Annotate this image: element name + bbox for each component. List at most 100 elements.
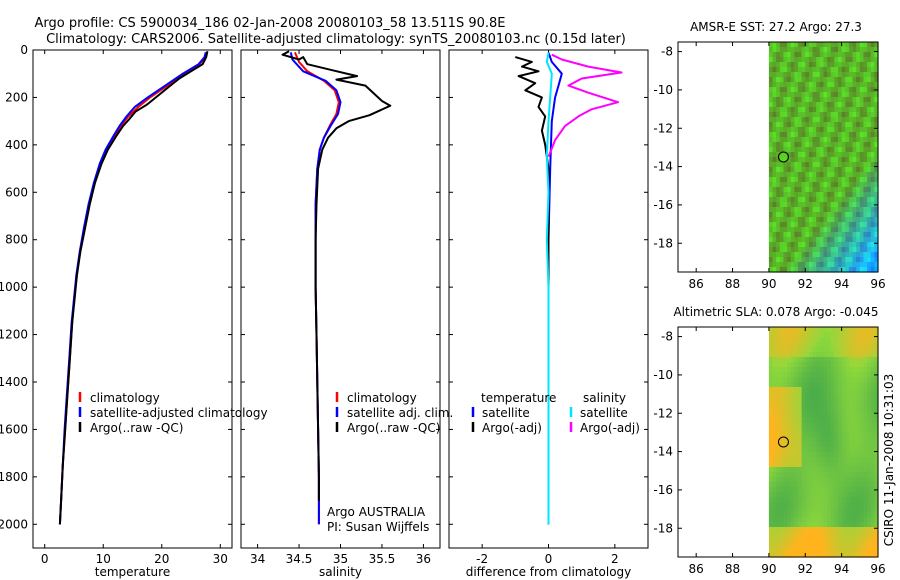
sst-map-cell	[808, 112, 814, 118]
sla-map-cell	[867, 432, 872, 438]
sst-map-cell	[830, 152, 835, 158]
sla-map-cell	[819, 552, 825, 558]
sla-map-cell	[845, 532, 850, 538]
sla-map-cell	[845, 397, 850, 403]
sst-map-cell	[790, 52, 795, 58]
sla-map-cell	[859, 392, 865, 398]
sla-map-cell	[768, 422, 774, 428]
sla-map-cell	[874, 527, 879, 533]
sst-map-cell	[874, 122, 879, 128]
sla-map-cell	[776, 387, 781, 393]
sst-map-cell	[798, 137, 803, 143]
sla-map-cell	[768, 497, 774, 503]
sla-map-cell	[801, 547, 806, 553]
sst-map-cell	[801, 152, 806, 158]
sla-map-cell	[790, 347, 795, 353]
sst-map-cell	[798, 72, 803, 78]
sst-map-cell	[816, 112, 821, 118]
sla-map-cell	[838, 327, 843, 333]
sst-map-cell	[787, 127, 792, 133]
sst-map-cell	[823, 97, 828, 103]
sst-map-cell	[856, 202, 861, 208]
sst-map-cell	[827, 142, 832, 148]
sla-map-cell	[794, 447, 799, 453]
sla-map-cell	[838, 432, 843, 438]
sst-map-cell	[805, 232, 810, 238]
sla-map-cell	[772, 542, 777, 548]
sst-map-cell	[848, 202, 854, 208]
sst-map-cell	[816, 252, 821, 258]
sla-map-cell	[779, 332, 785, 338]
sst-map-cell	[808, 122, 814, 128]
sst-map-cell	[870, 222, 875, 228]
sla-map-cell	[834, 427, 839, 433]
sst-map-cell	[794, 67, 799, 73]
sla-map-cell	[772, 467, 777, 473]
sla-map-cell	[808, 452, 814, 458]
sla-map-cell	[827, 442, 832, 448]
sla-map-cell	[768, 437, 774, 443]
sst-map-cell	[798, 227, 803, 233]
sla-map-cell	[845, 442, 850, 448]
sla-map-cell	[845, 372, 850, 378]
sla-map-cell	[834, 377, 839, 383]
sla-map-cell	[867, 347, 872, 353]
sla-map-cell	[834, 422, 839, 428]
sst-map-cell	[867, 212, 872, 218]
sla-map-cell	[867, 552, 872, 558]
sst-map-cell	[816, 177, 821, 183]
sla-map-cell	[794, 332, 799, 338]
sla-map-cell	[816, 357, 821, 363]
sst-map-cell	[870, 62, 875, 68]
sst-map-cell	[819, 162, 825, 168]
sst-map-cell	[845, 92, 850, 98]
sla-map-cell	[852, 387, 857, 393]
sst-map-cell	[776, 97, 781, 103]
sla-map-cell	[772, 377, 777, 383]
salinity-x-tick-label: 34.5	[286, 552, 313, 566]
sst-map-cell	[823, 127, 828, 133]
sst-map-cell	[776, 57, 781, 63]
sst-map-cell	[852, 172, 857, 178]
sla-map-cell	[841, 347, 846, 353]
sst-map-cell	[819, 107, 825, 113]
sst-map-cell	[808, 202, 814, 208]
sst-map-cell	[768, 82, 774, 88]
sst-map-cell	[787, 97, 792, 103]
sla-map-cell	[863, 397, 868, 403]
sla-map-cell	[808, 332, 814, 338]
sla-map-cell	[830, 357, 835, 363]
sst-map-cell	[812, 122, 817, 128]
sla-map-cell	[772, 452, 777, 458]
sla-map-cell	[790, 502, 795, 508]
sst-map-cell	[772, 127, 777, 133]
sst-map-cell	[779, 82, 785, 88]
sst-map-cell	[845, 102, 850, 108]
sst-map-cell	[856, 157, 861, 163]
sst-map-cell	[808, 117, 814, 123]
sla-map-cell	[812, 352, 817, 358]
sla-map-cell	[874, 377, 879, 383]
sla-map-cell	[834, 367, 839, 373]
sla-map-cell	[819, 452, 825, 458]
sst-map-cell	[827, 112, 832, 118]
sla-map-cell	[794, 417, 799, 423]
sst-map-cell	[823, 122, 828, 128]
sst-map-x-tick-label: 88	[725, 277, 740, 291]
sla-map-cell	[874, 422, 879, 428]
sla-map-cell	[768, 552, 774, 558]
sst-map-cell	[790, 82, 795, 88]
sla-map-cell	[798, 497, 803, 503]
sla-map-cell	[776, 472, 781, 478]
sst-map-cell	[801, 227, 806, 233]
sla-map-cell	[801, 327, 806, 333]
sla-map-cell	[794, 507, 799, 513]
sst-map-cell	[790, 267, 795, 273]
sla-map-cell	[848, 332, 854, 338]
sla-map-cell	[772, 337, 777, 343]
sst-map-cell	[790, 197, 795, 203]
sla-map-cell	[863, 332, 868, 338]
sla-map-cell	[867, 502, 872, 508]
sst-map-cell	[867, 142, 872, 148]
sst-map-cell	[783, 247, 788, 253]
